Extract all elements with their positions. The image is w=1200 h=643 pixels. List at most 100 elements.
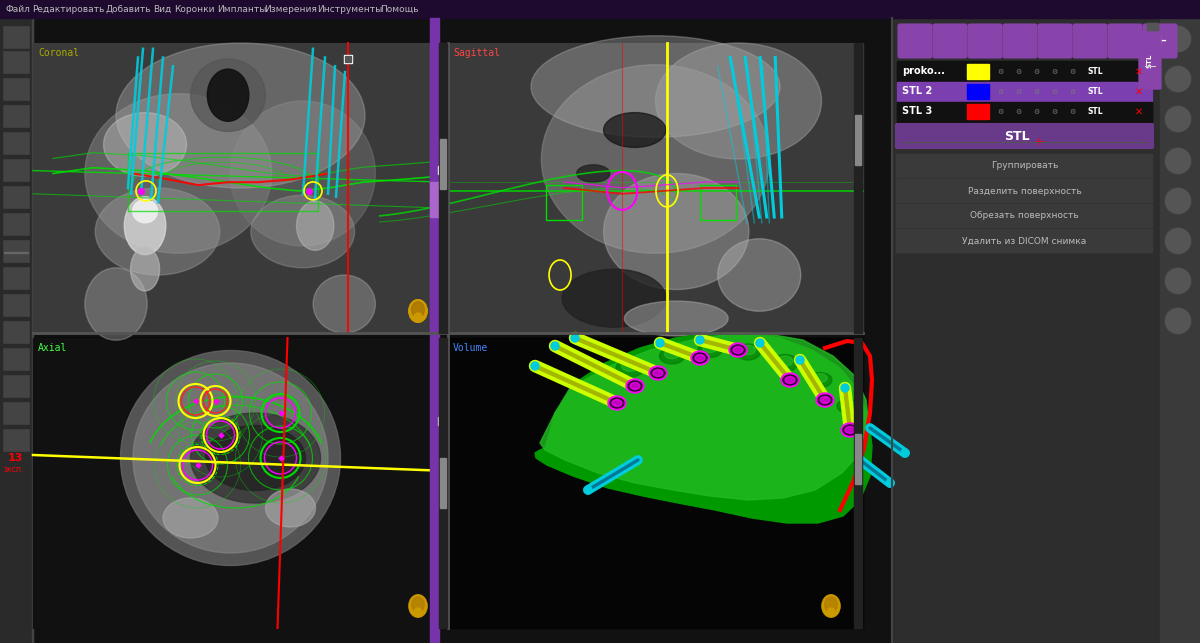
Ellipse shape [612, 399, 622, 406]
Text: Коронки: Коронки [175, 5, 215, 14]
Bar [448, 338, 863, 628]
Bar [440, 139, 446, 189]
Polygon shape [535, 333, 872, 523]
Ellipse shape [541, 65, 769, 253]
Ellipse shape [608, 396, 626, 410]
Circle shape [1165, 308, 1190, 334]
Ellipse shape [530, 36, 780, 137]
Text: ⚙: ⚙ [1015, 89, 1021, 95]
Bar [2, 402, 29, 424]
Ellipse shape [691, 351, 709, 365]
Text: ⚙: ⚙ [1051, 109, 1057, 114]
Bar [448, 43, 863, 333]
Text: ⚙: ⚙ [1051, 89, 1057, 95]
Text: Разделить поверхность: Разделить поверхность [967, 186, 1081, 195]
Circle shape [901, 449, 910, 457]
Circle shape [1165, 188, 1190, 214]
Text: ⚙: ⚙ [1033, 69, 1039, 75]
Text: ⚙: ⚙ [1033, 89, 1039, 95]
Bar [448, 338, 863, 628]
FancyBboxPatch shape [898, 24, 932, 58]
Ellipse shape [604, 113, 666, 147]
Text: 13: 13 [8, 453, 23, 463]
Bar [2, 78, 29, 100]
Ellipse shape [698, 343, 722, 358]
Text: Редактировать: Редактировать [32, 5, 104, 14]
Circle shape [1165, 66, 1190, 92]
Bar [2, 132, 29, 154]
Text: Coronal: Coronal [38, 48, 79, 58]
Ellipse shape [718, 239, 800, 311]
Text: ⚙: ⚙ [1069, 109, 1075, 114]
Bar [440, 458, 446, 508]
Text: +: + [1152, 32, 1168, 50]
Bar [34, 43, 448, 333]
Circle shape [1165, 148, 1190, 174]
Bar [2, 213, 29, 235]
Circle shape [530, 362, 539, 370]
Ellipse shape [628, 381, 642, 391]
Bar [2, 159, 29, 181]
Circle shape [551, 342, 559, 350]
Ellipse shape [133, 363, 328, 553]
Circle shape [584, 486, 592, 494]
FancyBboxPatch shape [1108, 24, 1142, 58]
Text: STL: STL [1087, 67, 1103, 76]
Circle shape [1165, 26, 1190, 52]
Ellipse shape [736, 344, 761, 360]
Ellipse shape [414, 313, 421, 319]
Ellipse shape [230, 101, 376, 246]
Bar [440, 217, 446, 223]
FancyBboxPatch shape [896, 229, 1153, 253]
Text: ⚙: ⚙ [1069, 69, 1075, 75]
Ellipse shape [655, 43, 822, 159]
Text: STL: STL [1147, 54, 1153, 68]
Circle shape [756, 339, 764, 347]
Text: Импланты: Импланты [217, 5, 266, 14]
Bar [0, 0, 1200, 18]
Text: Файл: Файл [5, 5, 30, 14]
Bar [854, 434, 862, 484]
Text: Axial: Axial [38, 343, 67, 353]
Ellipse shape [694, 353, 707, 363]
Ellipse shape [577, 165, 610, 182]
Bar [430, 182, 439, 217]
Ellipse shape [125, 197, 166, 255]
Bar [4, 252, 28, 253]
Text: ⚙: ⚙ [1051, 69, 1057, 75]
Circle shape [796, 356, 804, 364]
Bar [448, 43, 863, 333]
Text: Удалить из DICOM снимка: Удалить из DICOM снимка [962, 237, 1087, 246]
Bar [967, 84, 989, 99]
Text: зксп.: зксп. [4, 466, 24, 475]
Bar [34, 43, 448, 333]
Text: STL: STL [1003, 129, 1030, 143]
Text: ✕: ✕ [1135, 107, 1144, 116]
Text: Вид: Вид [154, 5, 172, 14]
Ellipse shape [824, 597, 838, 612]
FancyBboxPatch shape [1142, 24, 1177, 58]
Ellipse shape [313, 275, 376, 333]
Ellipse shape [562, 269, 666, 327]
Circle shape [841, 384, 850, 392]
Bar [700, 185, 736, 220]
FancyBboxPatch shape [896, 179, 1153, 203]
Text: STL 3: STL 3 [902, 107, 932, 116]
Text: ⚙: ⚙ [1033, 109, 1039, 114]
Ellipse shape [816, 393, 834, 407]
Ellipse shape [730, 343, 746, 357]
Text: ⚙: ⚙ [997, 69, 1003, 75]
Ellipse shape [820, 397, 830, 404]
Text: STL: STL [1087, 87, 1103, 96]
Bar [344, 55, 352, 63]
Text: proko...: proko... [902, 66, 944, 77]
Bar [854, 43, 862, 333]
Ellipse shape [409, 300, 427, 322]
Ellipse shape [610, 398, 624, 408]
Ellipse shape [116, 43, 365, 188]
Ellipse shape [414, 608, 421, 613]
Ellipse shape [412, 302, 425, 317]
Bar [854, 115, 862, 165]
Text: ⚙: ⚙ [1015, 69, 1021, 75]
Text: Помощь: Помощь [380, 5, 419, 14]
